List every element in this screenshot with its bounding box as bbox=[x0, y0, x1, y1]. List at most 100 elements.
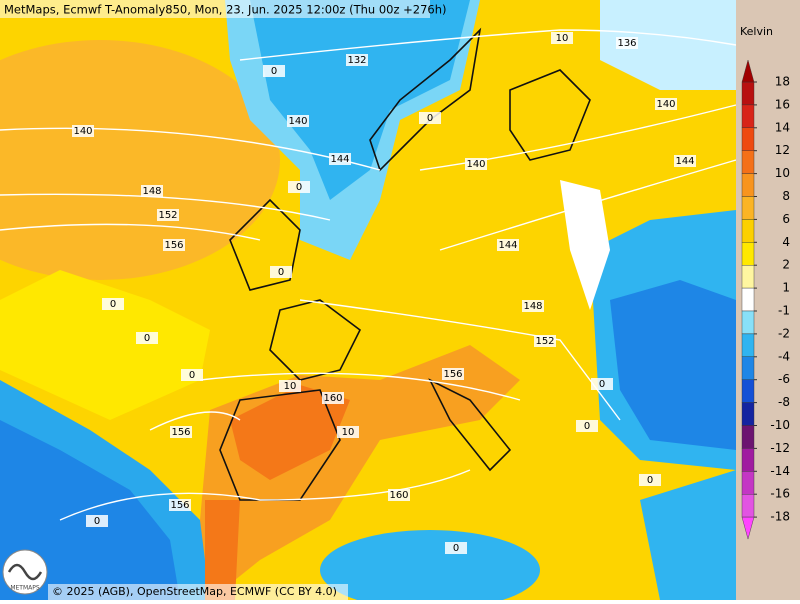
cool-region bbox=[0, 420, 180, 600]
hot-region bbox=[230, 385, 350, 480]
contour-label-box bbox=[279, 380, 301, 392]
contour-label: 0 bbox=[584, 421, 590, 432]
cool-region bbox=[640, 470, 736, 600]
isoline bbox=[0, 193, 331, 221]
neutral-region bbox=[560, 180, 610, 310]
contour-label: 0 bbox=[144, 333, 150, 344]
legend-band bbox=[741, 356, 755, 380]
contour-label-box bbox=[157, 209, 179, 221]
legend-band bbox=[741, 471, 755, 495]
contour-label: 160 bbox=[389, 490, 408, 501]
contour-label: 156 bbox=[443, 369, 462, 380]
contour-label: 10 bbox=[342, 427, 355, 438]
isoline bbox=[0, 223, 261, 241]
geopotential-lines bbox=[0, 29, 737, 521]
contour-label-box bbox=[522, 300, 544, 312]
legend-band bbox=[741, 425, 755, 449]
legend-tick-label: -12 bbox=[770, 441, 790, 455]
cool-region bbox=[250, 0, 470, 200]
contour-label: 144 bbox=[675, 156, 694, 167]
isoline bbox=[149, 411, 241, 431]
contour-label-box bbox=[445, 542, 467, 554]
legend-band bbox=[741, 81, 755, 106]
contour-label: 144 bbox=[498, 240, 517, 251]
legend-band bbox=[741, 196, 755, 220]
contour-label: 0 bbox=[278, 267, 284, 278]
legend-band bbox=[741, 494, 755, 518]
legend-under bbox=[741, 516, 755, 540]
title-backdrop bbox=[0, 0, 430, 18]
contour-label: 0 bbox=[599, 379, 605, 390]
contour-label: 148 bbox=[523, 301, 542, 312]
contour-label-box bbox=[169, 499, 191, 511]
legend-tick-label: 10 bbox=[775, 166, 790, 180]
legend-bar: 18 16 14 12 10 8 6 4 2 1 -1 -2 -4 -6 -8 -10 -12 -14 -16 -18 bbox=[741, 59, 790, 540]
contour-label-box bbox=[163, 239, 185, 251]
legend-band bbox=[741, 333, 755, 357]
legend-tick-label: -8 bbox=[778, 395, 790, 409]
contour-label: 0 bbox=[110, 299, 116, 310]
contour-label-box bbox=[72, 125, 94, 137]
map: 140 148 152 156 132 140 144 140 144 148 152 156 160 1… bbox=[0, 0, 737, 604]
legend-band bbox=[741, 287, 755, 312]
contour-label: 0 bbox=[427, 113, 433, 124]
contour-label-box bbox=[329, 153, 351, 165]
legend-tick-label: 12 bbox=[775, 143, 790, 157]
contour-label-box bbox=[337, 426, 359, 438]
contour-label-box bbox=[655, 98, 677, 110]
legend: Kelvin 18 16 14 12 10 8 6 4 2 1 -1 -2 -4 -6 -8 -10 -12 -1… bbox=[736, 0, 800, 600]
contour-label: 0 bbox=[296, 182, 302, 193]
legend-unit: Kelvin bbox=[740, 25, 773, 38]
warm-region bbox=[0, 40, 280, 280]
contour-label-box bbox=[136, 332, 158, 344]
contour-label: 0 bbox=[271, 66, 277, 77]
contour-label: 140 bbox=[73, 126, 92, 137]
legend-band bbox=[741, 219, 755, 243]
isoline bbox=[199, 372, 521, 401]
contour-label: 156 bbox=[164, 240, 183, 251]
isoline bbox=[419, 104, 737, 171]
legend-band bbox=[741, 127, 755, 151]
contour-label-box bbox=[388, 489, 410, 501]
contour-label: 10 bbox=[556, 33, 569, 44]
map-title: MetMaps, Ecmwf T-Anomaly850, Mon, 23. Ju… bbox=[4, 3, 447, 17]
contour-label-box bbox=[322, 392, 344, 404]
contour-label: 148 bbox=[142, 186, 161, 197]
cool-region bbox=[600, 0, 736, 90]
legend-band bbox=[741, 265, 755, 289]
legend-tick-label: -6 bbox=[778, 372, 790, 386]
legend-band bbox=[741, 310, 755, 335]
isoline bbox=[239, 29, 737, 61]
logo-text: METMAPS bbox=[10, 585, 40, 592]
legend-band bbox=[741, 402, 755, 426]
contour-label: 140 bbox=[656, 99, 675, 110]
contour-label: 136 bbox=[617, 38, 636, 49]
legend-tick-label: 8 bbox=[782, 189, 790, 203]
contour-label: 156 bbox=[170, 500, 189, 511]
contour-label-box bbox=[674, 155, 696, 167]
legend-band bbox=[741, 173, 755, 197]
legend-band bbox=[741, 150, 755, 174]
contour-label: 160 bbox=[323, 393, 342, 404]
legend-tick-label: -18 bbox=[770, 510, 790, 524]
contour-label-box bbox=[288, 181, 310, 193]
contour-label-box bbox=[170, 426, 192, 438]
legend-tick-label: -10 bbox=[770, 418, 790, 432]
legend-tick-label: -14 bbox=[770, 464, 790, 478]
contour-label-box bbox=[346, 54, 368, 66]
contour-label: 152 bbox=[535, 336, 554, 347]
coastline bbox=[269, 299, 362, 381]
legend-tick-label: 6 bbox=[782, 212, 790, 226]
coastline bbox=[428, 378, 512, 472]
coastline bbox=[369, 27, 482, 172]
contour-label: 0 bbox=[189, 370, 195, 381]
contour-label-box bbox=[270, 266, 292, 278]
legend-band bbox=[741, 448, 755, 472]
legend-band bbox=[741, 242, 755, 266]
contour-label: 144 bbox=[330, 154, 349, 165]
legend-band bbox=[741, 104, 755, 129]
legend-tick-label: -16 bbox=[770, 487, 790, 501]
contour-label-box bbox=[442, 368, 464, 380]
coastlines bbox=[219, 27, 591, 501]
